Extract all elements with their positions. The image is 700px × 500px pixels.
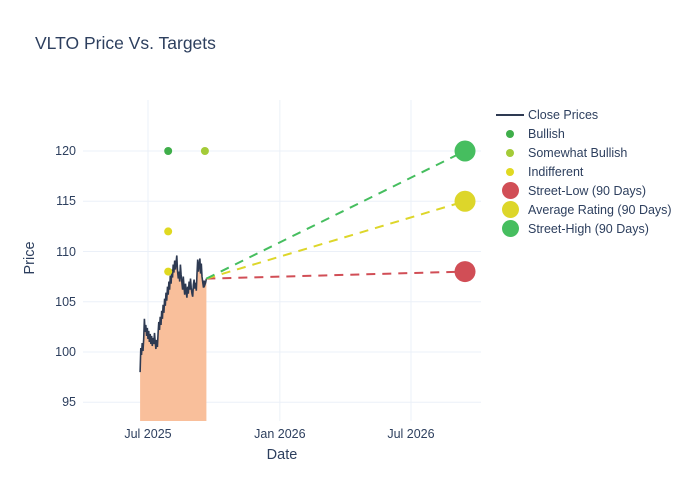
legend-item-label: Bullish [528, 126, 565, 141]
legend: Close Prices Bullish Somewhat Bullish Indif… [492, 105, 672, 238]
legend-item-somewhat-bullish[interactable]: Somewhat Bullish [492, 143, 672, 162]
legend-item-label: Street-High (90 Days) [528, 221, 649, 236]
target-dashed-line [206, 200, 466, 280]
dot-swatch-icon [506, 167, 514, 176]
y-tick-label: 120 [55, 144, 76, 158]
close-price-area-fill [140, 255, 207, 421]
x-tick-label: Jul 2025 [124, 427, 172, 441]
y-tick-label: 105 [55, 294, 76, 309]
rating-dot[interactable] [200, 147, 209, 155]
y-tick-label: 110 [56, 244, 76, 259]
dot-swatch-icon [506, 129, 514, 138]
x-tick-label: Jul 2026 [387, 427, 435, 441]
legend-symbol-icon [492, 129, 528, 138]
legend-item-label: Street-Low (90 Days) [528, 183, 647, 198]
x-axis-title: Date [266, 447, 298, 463]
bubble-swatch-icon [501, 220, 519, 237]
legend-item-street-low-90-days[interactable]: Street-Low (90 Days) [492, 181, 672, 200]
legend-item-label: Indifferent [528, 164, 584, 179]
y-axis-title: Price [22, 241, 38, 275]
y-tick-label: 115 [56, 194, 76, 209]
target-marker[interactable] [454, 190, 476, 212]
legend-item-bullish[interactable]: Bullish [492, 124, 672, 143]
legend-item-label: Close Prices [528, 107, 599, 122]
rating-dot[interactable] [164, 267, 173, 276]
rating-dot[interactable] [164, 227, 173, 236]
target-marker[interactable] [454, 261, 476, 283]
legend-symbol-icon [492, 182, 528, 199]
close-price-line [139, 255, 208, 373]
legend-item-street-high-90-days[interactable]: Street-High (90 Days) [492, 219, 672, 238]
legend-item-indifferent[interactable]: Indifferent [492, 162, 672, 181]
legend-item-label: Average Rating (90 Days) [528, 202, 672, 217]
target-dashed-line [206, 270, 466, 280]
target-dashed-line [205, 150, 466, 280]
x-tick-label: Jan 2026 [254, 427, 306, 441]
legend-symbol-icon [492, 220, 528, 237]
line-swatch-icon [496, 113, 524, 116]
legend-item-average-rating-90-days[interactable]: Average Rating (90 Days) [492, 200, 672, 219]
dot-swatch-icon [506, 148, 514, 157]
legend-item-close-prices[interactable]: Close Prices [492, 105, 672, 124]
bubble-swatch-icon [501, 201, 519, 218]
legend-symbol-icon [492, 201, 528, 218]
target-marker[interactable] [454, 140, 476, 162]
chart-title: VLTO Price Vs. Targets [35, 33, 216, 53]
legend-symbol-icon [492, 148, 528, 157]
rating-dot[interactable] [164, 147, 173, 155]
bubble-swatch-icon [501, 182, 519, 199]
legend-symbol-icon [492, 167, 528, 176]
legend-symbol-icon [492, 113, 528, 116]
legend-item-label: Somewhat Bullish [528, 145, 628, 160]
y-tick-label: 100 [55, 345, 76, 359]
y-tick-label: 95 [62, 395, 76, 410]
